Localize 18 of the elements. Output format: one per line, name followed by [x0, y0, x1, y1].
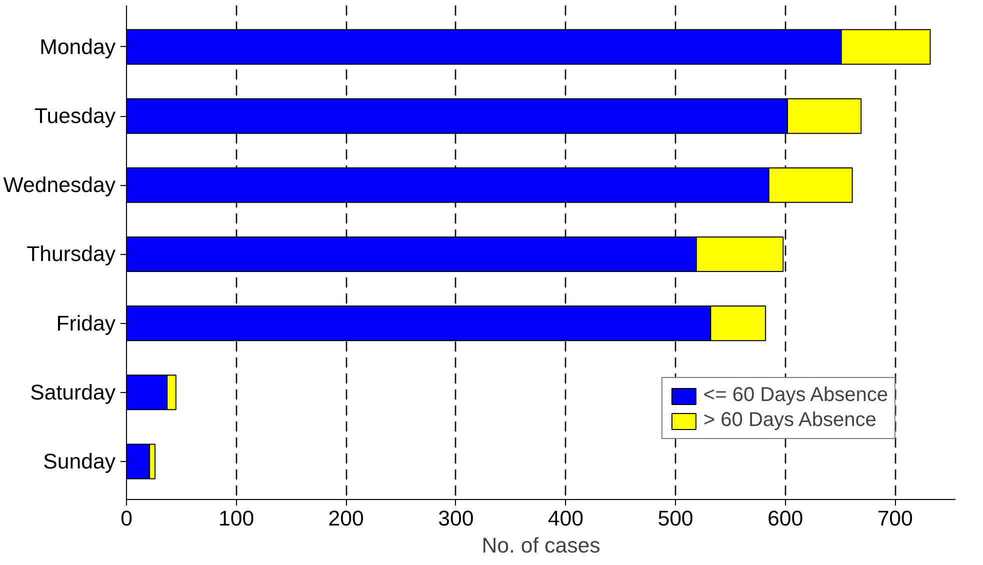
x-tick-label: 500: [658, 506, 694, 530]
x-tick-label: 700: [877, 506, 914, 530]
y-tick-label: Wednesday: [3, 173, 116, 198]
y-tick-label: Thursday: [26, 242, 116, 266]
x-tick-label: 0: [120, 506, 133, 530]
x-tick-label: 300: [438, 506, 474, 530]
y-tick-label: Tuesday: [34, 104, 116, 128]
legend-label: > 60 Days Absence: [703, 409, 876, 432]
x-tick-label: 100: [218, 506, 254, 530]
x-tick-label: 400: [548, 506, 584, 530]
y-tick-label: Friday: [56, 311, 116, 336]
x-axis-title: No. of cases: [482, 534, 600, 558]
y-tick-label: Sunday: [43, 450, 116, 474]
x-tick-label: 200: [328, 506, 364, 530]
y-tick-label: Saturday: [30, 380, 116, 404]
legend-label: <= 60 Days Absence: [703, 384, 888, 407]
x-tick-label: 600: [768, 506, 804, 530]
y-tick-label: Monday: [40, 34, 116, 59]
